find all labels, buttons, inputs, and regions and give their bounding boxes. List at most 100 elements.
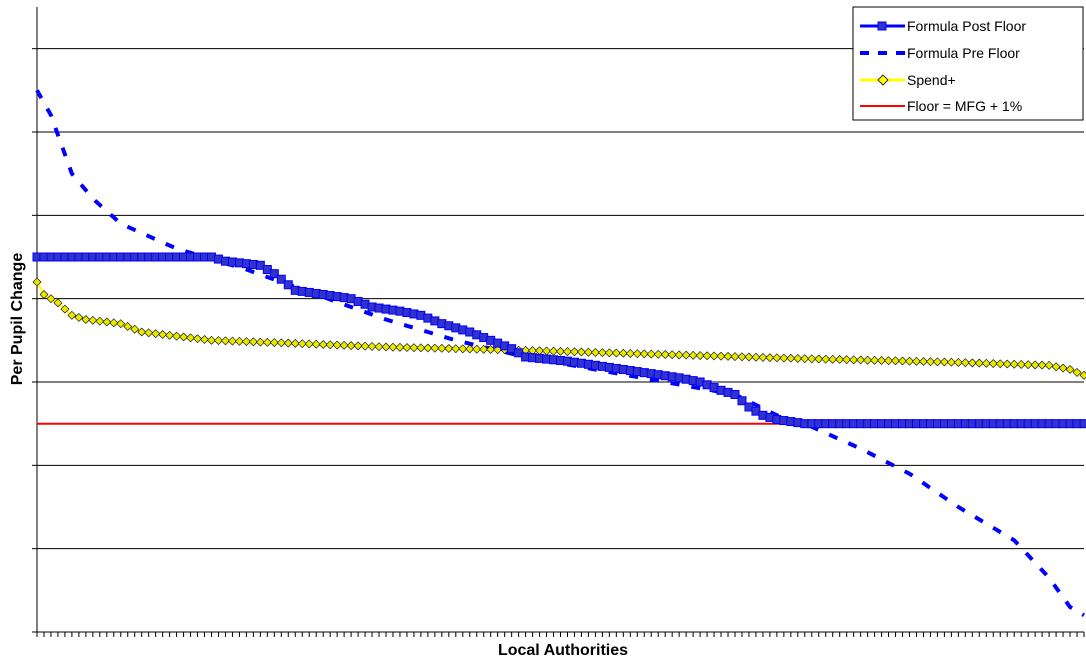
spend-plus-point	[234, 336, 244, 346]
spend-plus-point	[737, 352, 747, 362]
spend-plus-point	[688, 350, 698, 360]
spend-plus-point	[409, 343, 419, 353]
spend-plus-point	[639, 349, 649, 359]
spend-plus-point	[723, 351, 733, 361]
spend-plus-point	[465, 344, 475, 354]
spend-plus-point	[821, 354, 831, 364]
spend-plus-point	[730, 352, 740, 362]
spend-plus-point	[905, 356, 914, 366]
x-axis-ticks	[36, 632, 1085, 637]
spend-plus-point	[835, 355, 845, 364]
spend-plus-point	[953, 358, 963, 367]
spend-plus-point	[946, 357, 956, 367]
spend-plus-point	[570, 347, 579, 357]
spend-plus-point	[95, 316, 105, 326]
spend-plus-point	[81, 315, 91, 324]
spend-plus-point	[793, 354, 803, 363]
legend-label-spend-plus: Spend+	[907, 72, 956, 88]
spend-plus-point	[744, 352, 754, 362]
spend-plus-point	[960, 358, 970, 368]
spend-plus-point	[46, 294, 56, 304]
spend-plus-point	[402, 343, 412, 352]
spend-plus-point	[842, 355, 852, 365]
legend-marker-spend-plus	[877, 74, 889, 86]
spend-plus-point	[228, 336, 237, 346]
legend-marker-post-floor	[877, 21, 887, 31]
spend-plus-point	[884, 356, 893, 366]
legend-item-spend-plus: Spend+	[860, 72, 956, 88]
spend-plus-point	[772, 353, 782, 363]
spend-plus-point	[123, 322, 133, 331]
spend-plus-point	[388, 342, 398, 352]
series-line-post-floor	[37, 255, 1084, 426]
legend-item-post-floor: Formula Post Floor	[860, 18, 1026, 34]
spend-plus-point	[877, 356, 887, 365]
spend-plus-point	[891, 356, 900, 366]
spend-plus-point	[248, 337, 258, 347]
spend-plus-point	[214, 336, 223, 346]
spend-plus-point	[995, 359, 1005, 369]
spend-plus-point	[632, 349, 642, 359]
spend-plus-point	[276, 338, 286, 348]
spend-plus-point	[346, 341, 356, 351]
spend-plus-point	[269, 338, 279, 348]
spend-plus-point	[604, 348, 614, 358]
spend-plus-point	[807, 354, 817, 364]
spend-plus-point	[1023, 360, 1033, 370]
spend-plus-point	[646, 349, 656, 359]
spend-plus-point	[1079, 370, 1086, 380]
spend-plus-point	[486, 345, 496, 354]
spend-plus-point	[88, 315, 98, 325]
spend-plus-point	[360, 341, 370, 351]
spend-plus-point	[583, 347, 593, 357]
y-axis-ticks	[32, 48, 37, 633]
spend-plus-point	[1016, 360, 1026, 369]
spend-plus-point	[577, 347, 586, 357]
spend-plus-point	[172, 331, 182, 341]
spend-plus-point	[988, 359, 998, 368]
spend-plus-point	[255, 337, 265, 347]
spend-plus-point	[556, 346, 565, 356]
spend-plus-point	[437, 343, 447, 353]
spend-plus-point	[549, 346, 558, 356]
spend-plus-point	[304, 339, 314, 349]
spend-plus-point	[39, 290, 49, 299]
spend-plus-point	[137, 327, 147, 337]
spend-plus-point	[611, 348, 621, 358]
legend-label-floor: Floor = MFG + 1%	[907, 98, 1022, 114]
spend-plus-point	[144, 328, 154, 338]
spend-plus-point	[60, 304, 70, 314]
spend-plus-point	[353, 341, 363, 351]
spend-plus-point	[116, 319, 126, 329]
spend-plus-point	[597, 348, 607, 358]
spend-plus-point	[67, 310, 77, 320]
spend-plus-point	[416, 343, 426, 353]
spend-plus-point	[241, 337, 251, 347]
spend-plus-point	[332, 340, 342, 350]
spend-plus-point	[681, 350, 691, 360]
spend-plus-point	[814, 354, 824, 364]
spend-plus-point	[430, 343, 440, 353]
spend-plus-point	[751, 352, 761, 362]
spend-plus-point	[709, 351, 719, 361]
post-floor-point	[276, 274, 286, 284]
spend-plus-point	[381, 342, 391, 352]
spend-plus-point	[74, 312, 84, 322]
spend-plus-point	[967, 358, 977, 368]
spend-plus-point	[1002, 359, 1012, 369]
spend-plus-point	[151, 329, 161, 339]
post-floor-point	[269, 269, 279, 279]
spend-plus-point	[939, 357, 949, 367]
spend-plus-point	[102, 317, 112, 327]
spend-plus-point	[1030, 360, 1040, 370]
spend-plus-point	[395, 342, 405, 352]
spend-plus-point	[919, 357, 928, 366]
spend-plus-point	[318, 340, 328, 349]
spend-plus-point	[32, 277, 42, 287]
spend-plus-point	[856, 355, 866, 365]
spend-plus-point	[1009, 359, 1019, 369]
gridlines	[37, 48, 1084, 550]
spend-plus-point	[758, 352, 768, 362]
spend-plus-point	[53, 298, 63, 308]
spend-plus-point	[207, 335, 216, 345]
